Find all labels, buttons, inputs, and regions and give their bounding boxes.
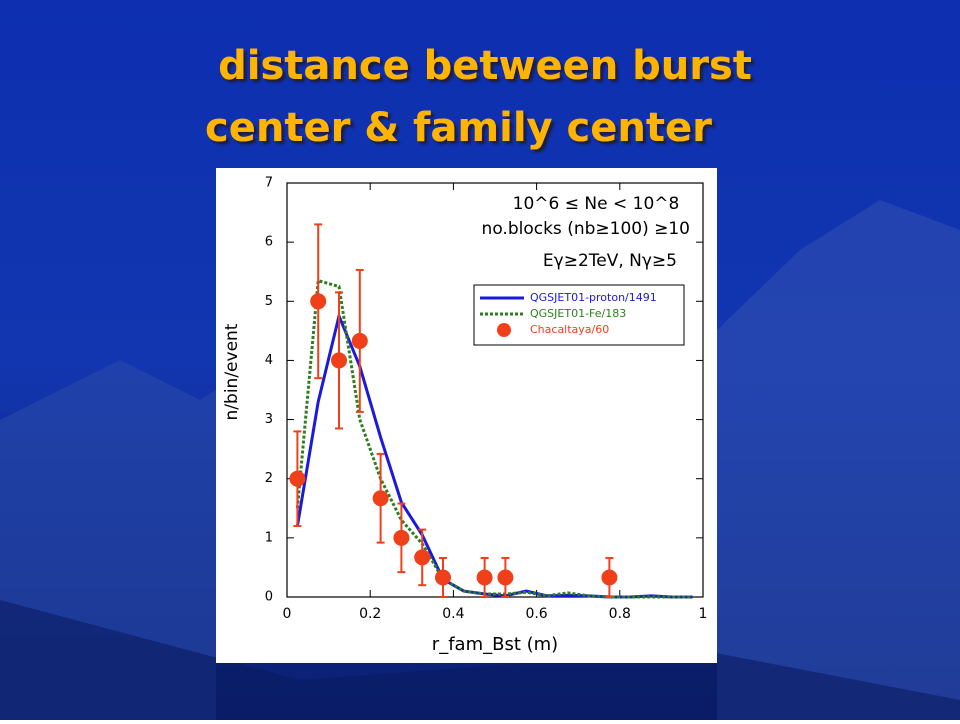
x-tick-label: 0 (283, 606, 292, 622)
legend-marker (497, 323, 511, 337)
x-axis-label: r_fam_Bst (m) (432, 634, 558, 655)
data-point (372, 490, 389, 507)
slide-title: center & family center (205, 105, 712, 151)
x-tick-label: 1 (699, 606, 708, 622)
slide-title: distance between burst (218, 43, 752, 89)
data-point (435, 569, 451, 586)
legend-label: QGSJET01-proton/1491 (530, 291, 657, 304)
annotation: Eγ≥2TeV, Nγ≥5 (543, 251, 677, 271)
data-point (476, 569, 493, 586)
legend (473, 284, 685, 346)
annotation: 10^6 ≤ Ne < 10^8 (513, 194, 680, 214)
y-tick-label: 6 (265, 235, 273, 250)
x-tick-label: 0.6 (525, 606, 547, 622)
data-point (497, 569, 514, 586)
data-point (351, 332, 368, 349)
y-tick-label: 1 (265, 530, 273, 545)
legend-label: QGSJET01-Fe/183 (530, 307, 626, 320)
x-tick-label: 0.4 (442, 606, 464, 622)
y-tick-label: 5 (265, 294, 273, 309)
chart-panel (216, 168, 717, 663)
data-point (414, 549, 431, 566)
data-point (331, 352, 347, 369)
y-tick-label: 3 (265, 412, 273, 427)
plot-frame (286, 182, 704, 598)
annotation: no.blocks (nb≥100) ≥10 (482, 219, 690, 239)
ground (0, 600, 960, 720)
y-tick-label: 2 (265, 471, 273, 486)
legend-label: Chacaltaya/60 (530, 323, 609, 336)
data-point (289, 470, 306, 487)
data-point (393, 529, 410, 546)
data-point (310, 293, 327, 310)
y-tick-label: 7 (265, 176, 273, 191)
series-line (295, 278, 693, 599)
mountain (717, 200, 960, 720)
data-point (601, 569, 618, 586)
y-axis-label: n/bin/event (222, 323, 242, 420)
y-tick-label: 4 (265, 353, 273, 368)
y-tick-label: 0 (265, 590, 273, 605)
x-tick-label: 0.8 (609, 606, 631, 622)
x-tick-label: 0.2 (359, 606, 381, 622)
